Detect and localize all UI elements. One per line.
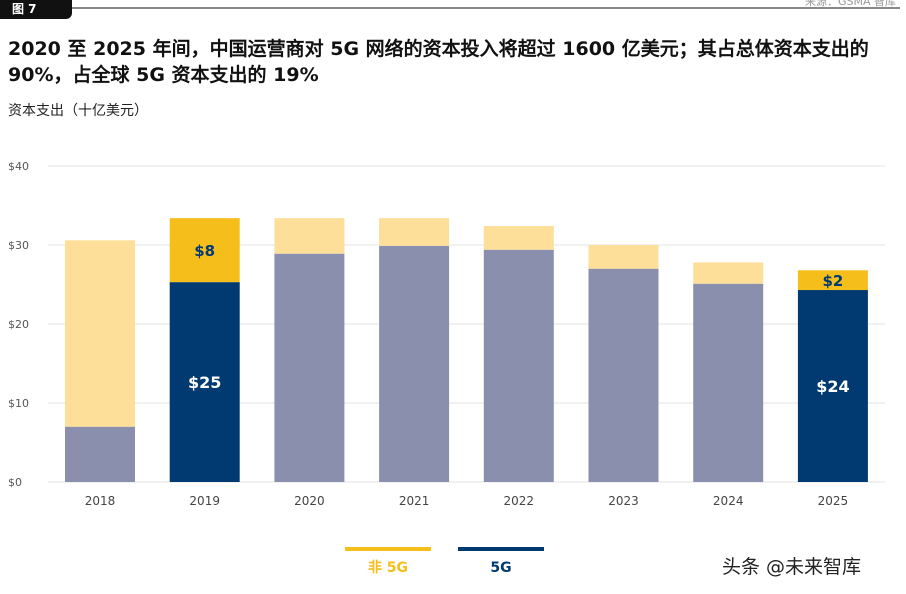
y-tick-label: $0 — [8, 476, 22, 489]
data-label: $24 — [816, 377, 849, 396]
bar-5g-2024 — [693, 283, 764, 482]
bar-non-5g-2018 — [65, 240, 135, 427]
legend-label: 非 5G — [368, 559, 408, 576]
y-tick-label: $20 — [8, 318, 29, 331]
x-tick-label: 2019 — [189, 494, 220, 508]
bar-5g-2025 — [797, 290, 868, 482]
legend-swatch — [345, 547, 431, 551]
bar-non-5g-2022 — [483, 226, 554, 250]
bar-non-5g-2025 — [797, 270, 868, 291]
watermark: 头条 @未来智库 — [722, 556, 862, 578]
bar-5g-2022 — [483, 249, 554, 482]
x-tick-label: 2024 — [713, 494, 744, 508]
bar-non-5g-2021 — [379, 218, 450, 246]
x-tick-label: 2020 — [294, 494, 325, 508]
bar-non-5g-2020 — [274, 218, 345, 254]
legend-swatch — [458, 547, 544, 551]
bar-5g-2023 — [588, 268, 659, 482]
legend-label: 5G — [490, 560, 511, 576]
figure-tag: 图 7 — [0, 0, 72, 19]
x-tick-label: 2021 — [399, 494, 430, 508]
bar-5g-2018 — [65, 426, 135, 482]
data-label: $25 — [188, 373, 221, 392]
bar-5g-2020 — [274, 253, 345, 482]
chart-title: 2020 至 2025 年间，中国运营商对 5G 网络的资本投入将超过 1600… — [8, 38, 869, 86]
x-tick-label: 2022 — [504, 494, 535, 508]
x-tick-label: 2018 — [85, 494, 116, 508]
y-axis-label: 资本支出（十亿美元） — [8, 103, 148, 119]
bar-5g-2019 — [169, 282, 240, 482]
x-tick-label: 2023 — [608, 494, 639, 508]
source-note: 来源：GSMA 智库 — [804, 0, 896, 8]
y-tick-label: $10 — [8, 397, 29, 410]
bar-non-5g-2019 — [169, 218, 240, 283]
y-tick-label: $30 — [8, 239, 29, 252]
bar-non-5g-2023 — [588, 245, 659, 269]
data-label: $2 — [822, 272, 843, 290]
bar-5g-2021 — [379, 245, 450, 482]
x-tick-label: 2025 — [818, 494, 849, 508]
bar-non-5g-2024 — [693, 262, 764, 284]
data-label: $8 — [194, 242, 215, 260]
header-rule — [72, 7, 900, 9]
y-tick-label: $40 — [8, 160, 29, 173]
